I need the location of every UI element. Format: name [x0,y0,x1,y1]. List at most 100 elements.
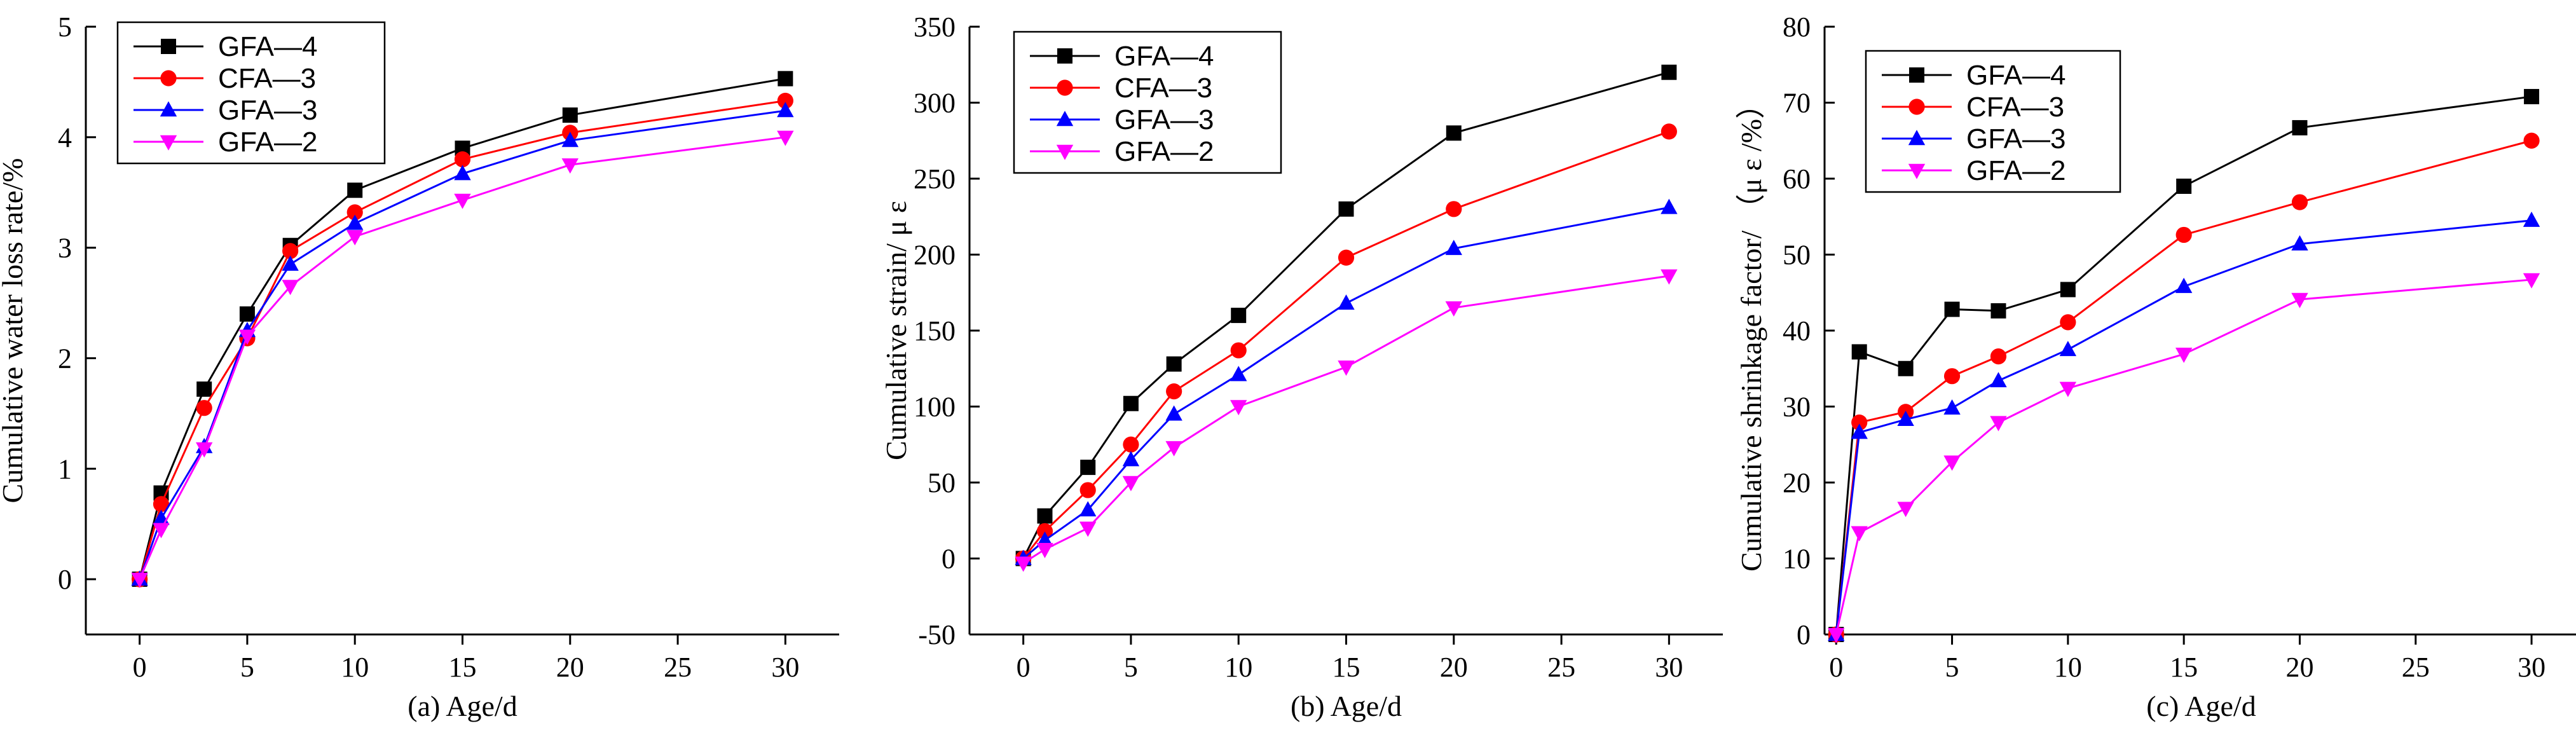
legend-label: GFA—3 [218,95,318,126]
data-point [1897,411,1914,427]
chart-panel-c: 0 10 20 30 40 50 60 70 80 0 5 10 15 20 25 30 (c) Age/d Cu… [1735,11,2576,722]
data-point [2059,381,2077,397]
data-point [454,151,471,168]
legend-marker [1057,48,1072,64]
data-point [196,381,212,397]
y-tick-label: 50 [928,467,956,498]
legend-label: CFA—3 [1114,72,1212,104]
legend-label: GFA—4 [1966,60,2066,91]
y-tick-label: 50 [1783,240,1811,271]
x-tick-label: 10 [1224,652,1252,683]
x-tick-label: 25 [1547,652,1575,683]
legend-marker [161,39,176,54]
data-point [778,71,793,86]
data-point [1445,240,1462,256]
data-point [1036,523,1053,540]
x-tick-label: 10 [2054,652,2082,683]
x-tick-label: 10 [341,652,369,683]
data-point [1851,526,1868,542]
x-tick-label: 25 [664,652,692,683]
legend-marker [160,101,177,117]
x-tick-label: 0 [133,652,147,683]
data-point [1661,269,1678,285]
data-point [1446,201,1462,217]
data-point [1079,482,1096,498]
series-line [1835,278,2532,635]
x-tick-label: 25 [2402,652,2430,683]
data-point [2291,292,2308,308]
series-line [139,109,786,580]
data-point [2060,314,2076,331]
data-point [131,572,148,588]
y-tick-label: 5 [58,11,72,43]
y-axis-label: Cumulative water loss rate/% [0,158,29,504]
y-tick-label: 30 [1783,392,1811,423]
data-point [282,280,299,296]
data-point [346,230,364,246]
data-point [1828,627,1845,643]
data-point [239,306,255,322]
data-point [1036,542,1053,558]
x-axis-label: (b) Age/d [1291,690,1402,722]
chart-panel-a: 0 1 2 3 4 5 0 5 10 15 20 25 30 (a) Age/d Cumulative wa… [0,11,839,722]
data-point [1123,436,1139,453]
data-point [1661,64,1677,80]
x-tick-label: 5 [1945,652,1959,683]
legend-marker [1057,79,1073,96]
data-point [2291,194,2308,210]
data-point [1897,502,1914,517]
data-point [1661,123,1677,140]
chart-panel-b: -50 0 50 100 150 200 250 300 350 0 5 10 15 20 25 30 (b) … [880,11,1723,722]
legend-label: GFA—2 [1114,136,1214,167]
data-point [777,92,793,109]
legend-marker [1056,111,1074,127]
legend-label: GFA—4 [1114,41,1214,72]
y-tick-label: 1 [58,453,72,484]
data-point [1165,405,1182,421]
series-1 [1828,132,2540,643]
x-axis-label: (a) Age/d [408,690,517,722]
legend-label: CFA—3 [1966,92,2064,123]
data-point [561,132,579,147]
y-tick-label: 10 [1783,544,1811,575]
data-point [1123,395,1139,411]
legend-marker [160,135,177,151]
data-point [1037,508,1053,524]
data-point [1944,301,1960,317]
data-point [777,130,794,146]
data-point [1851,344,1867,360]
data-point [1661,198,1678,214]
data-point [1851,423,1868,439]
data-point [2524,88,2540,104]
legend-marker [1909,67,1924,83]
data-point [1230,366,1247,381]
legend-marker [1908,99,1925,115]
x-tick-label: 30 [2518,652,2545,683]
data-point [2176,178,2192,194]
data-point [1446,125,1462,141]
y-tick-label: 70 [1783,88,1811,119]
data-point [1943,455,1961,471]
x-tick-label: 30 [1655,652,1683,683]
data-point [2291,235,2308,250]
data-point [1898,360,1914,376]
x-tick-label: 5 [240,652,254,683]
y-tick-label: 4 [58,122,72,153]
y-tick-label: 3 [58,233,72,264]
series-0 [1015,64,1677,566]
data-point [1445,301,1462,317]
y-tick-label: 150 [914,315,956,346]
data-point [282,255,299,271]
y-tick-label: 100 [914,392,956,423]
data-point [2292,120,2308,135]
legend-label: GFA—4 [218,31,318,62]
y-tick-label: 200 [914,240,956,271]
x-tick-label: 0 [1017,652,1031,683]
data-point [2523,132,2540,149]
data-point [153,523,170,538]
data-point [1015,556,1032,572]
legend-marker [1908,130,1926,146]
